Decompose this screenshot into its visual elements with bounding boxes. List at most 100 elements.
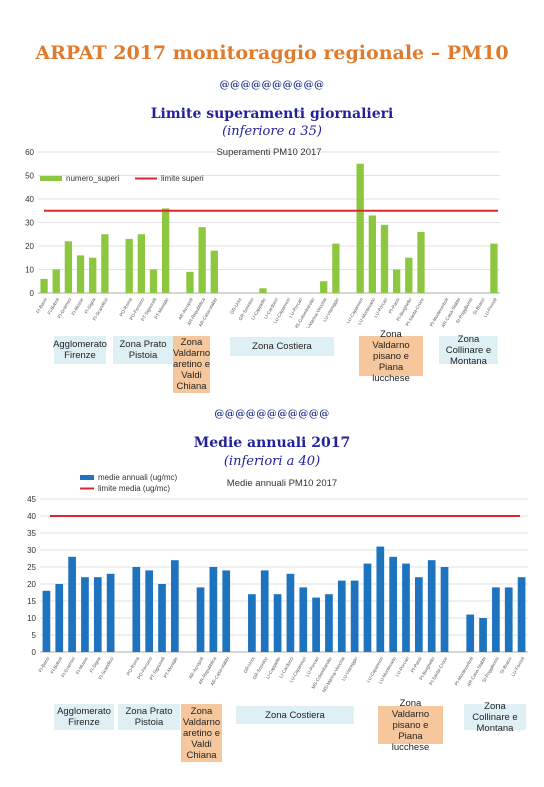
- bar: [76, 255, 85, 293]
- bar: [479, 618, 487, 652]
- bar: [222, 570, 231, 652]
- bar: [101, 234, 109, 293]
- y-tick-label: 40: [25, 195, 34, 204]
- y-tick-label: 10: [27, 614, 36, 623]
- chart-title: Superamenti PM10 2017: [216, 147, 321, 158]
- zone-label: Zona Collinare e Montana: [464, 701, 526, 734]
- bar: [325, 594, 333, 652]
- zone-label: Zona Valdarno aretino e Valdi Chiana: [172, 336, 211, 393]
- separator-1: @@@@@@@@@@: [219, 80, 325, 91]
- bar: [145, 570, 154, 652]
- legend-label: medie annuali (ug/mc): [98, 473, 177, 482]
- bar: [209, 567, 218, 652]
- legend-label: limite superi: [161, 174, 204, 183]
- bar: [286, 573, 295, 652]
- legend-swatch: [40, 176, 62, 181]
- zone-label: Zona Prato Pistoia: [113, 336, 173, 364]
- bar: [162, 208, 170, 293]
- y-tick-label: 15: [27, 597, 36, 606]
- bar: [417, 231, 425, 293]
- bar: [125, 238, 133, 293]
- bar: [517, 577, 526, 652]
- y-tick-label: 30: [27, 546, 36, 555]
- y-tick-label: 45: [27, 495, 36, 504]
- y-tick-label: 40: [27, 512, 36, 521]
- bar: [273, 594, 282, 652]
- bar: [356, 163, 364, 293]
- x-tick-label: FI-Signa: [89, 656, 102, 674]
- bar: [132, 567, 141, 652]
- bar: [312, 597, 320, 652]
- zone-label: Zona Valdarno pisano e Piana lucchese: [378, 698, 443, 753]
- y-tick-label: 35: [27, 529, 36, 538]
- bar: [170, 560, 179, 652]
- bar: [405, 257, 413, 293]
- bar: [492, 587, 500, 652]
- bar: [490, 243, 498, 293]
- section1-subtitle: (inferiore a 35): [222, 124, 322, 139]
- bar: [260, 570, 269, 652]
- bar: [137, 234, 145, 293]
- y-tick-label: 25: [27, 563, 36, 572]
- separator-2: @@@@@@@@@@@: [214, 409, 330, 420]
- x-tick-label: GR-Urss: [242, 655, 256, 674]
- bar: [210, 250, 218, 293]
- bar: [196, 587, 205, 652]
- x-tick-label: LU-Fornoli: [510, 656, 525, 677]
- bar: [320, 281, 328, 293]
- bar: [158, 584, 166, 652]
- bar: [42, 590, 51, 652]
- bar: [259, 288, 267, 293]
- bar: [89, 257, 97, 293]
- bar: [52, 269, 60, 293]
- bar: [393, 269, 401, 293]
- page-title: ARPAT 2017 monitoraggio regionale – PM10: [35, 42, 509, 64]
- bar: [376, 546, 385, 652]
- x-tick-label: FI-Bassi: [35, 297, 48, 314]
- y-tick-label: 50: [25, 172, 34, 181]
- legend-label: limite media (ug/mc): [98, 484, 170, 493]
- legend-label: numero_superi: [66, 174, 120, 183]
- x-tick-label: LU-Porcari: [395, 656, 410, 678]
- bar: [299, 587, 308, 652]
- x-tick-label: PI-Passi: [388, 297, 401, 314]
- y-tick-label: 60: [25, 148, 34, 157]
- bar: [68, 556, 76, 652]
- bar: [504, 587, 513, 652]
- bar: [368, 215, 376, 293]
- superamenti-chart: 0 10 20 30 40 50 60 Superamenti PM10 2017 FI-Bas…: [25, 147, 500, 328]
- section2-title: Medie annuali 2017: [193, 435, 351, 451]
- zone-label: Agglomerato Firenze: [53, 336, 107, 364]
- zone-label: Agglomerato Firenze: [54, 704, 114, 730]
- bar: [363, 563, 372, 652]
- y-tick-label: 20: [25, 242, 34, 251]
- bar: [427, 560, 436, 652]
- y-tick-label: 20: [27, 580, 36, 589]
- bar: [149, 269, 158, 293]
- x-tick-label: FI-Bassi: [38, 656, 51, 673]
- x-tick-label: FI-Mosse: [71, 297, 85, 316]
- y-tick-label: 10: [25, 266, 34, 275]
- zone-label: Zona Costiera: [236, 706, 354, 724]
- zone-label: Zona Prato Pistoia: [118, 704, 180, 730]
- x-tick-label: FI-Mosse: [75, 656, 89, 675]
- y-tick-label: 0: [32, 648, 37, 657]
- bar: [389, 556, 398, 652]
- bar: [64, 241, 73, 293]
- bar: [186, 271, 194, 293]
- bar: [55, 584, 64, 652]
- x-tick-label: PI-Passi: [410, 656, 423, 673]
- bar: [198, 227, 206, 293]
- zone-label: Zona Valdarno aretino e Valdi Chiana: [181, 704, 222, 762]
- bar: [414, 577, 423, 652]
- x-tick-label: FI-Boboli: [50, 656, 64, 674]
- zone-label: Zona Costiera: [230, 337, 334, 356]
- x-tick-label: SI-Bracci: [499, 656, 513, 675]
- zone-label: Zona Collinare e Montana: [439, 334, 498, 367]
- section2-subtitle: (inferiori a 40): [223, 454, 321, 469]
- bar: [106, 573, 115, 652]
- bar: [332, 243, 340, 293]
- bar: [248, 594, 256, 652]
- medie-annuali-chart: 0 5 10 15 20 25 30 35 40 45 Medie annuali PM10 201…: [27, 473, 528, 693]
- bar: [40, 278, 48, 293]
